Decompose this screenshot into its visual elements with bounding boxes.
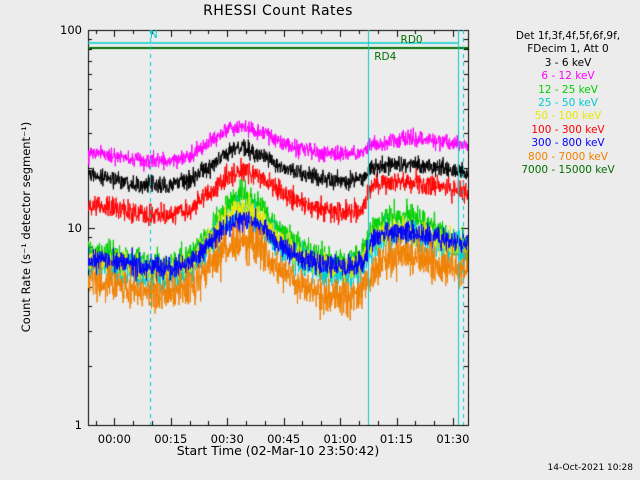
x-tick-label: 01:30 [436, 432, 470, 446]
legend-entry: 25 - 50 keV [538, 96, 598, 109]
x-tick-label: 00:15 [154, 432, 188, 446]
generation-timestamp: 14-Oct-2021 10:28 [547, 463, 633, 473]
flag-label-rd0: RD0 [400, 34, 423, 47]
legend-entry: 12 - 25 keV [538, 83, 598, 96]
flag-label-n: N [149, 28, 158, 41]
y-tick-label: 10 [67, 220, 82, 235]
legend-entry: 300 - 800 keV [531, 137, 605, 150]
flag-label-rd4: RD4 [374, 51, 397, 64]
x-tick-label: 01:00 [323, 432, 357, 446]
legend-header: Det 1f,3f,4f,5f,6f,9f, [515, 30, 621, 42]
y-tick-label: 100 [60, 23, 82, 37]
legend-entry: 7000 - 15000 keV [521, 163, 615, 176]
x-axis-label: Start Time (02-Mar-10 23:50:42) [176, 443, 380, 458]
y-axis-label: Count Rate (s⁻¹ detector segment⁻¹) [19, 121, 33, 333]
legend-entry: 3 - 6 keV [544, 56, 592, 69]
x-tick-label: 00:30 [210, 432, 244, 446]
x-tick-label: 00:00 [97, 432, 131, 446]
legend-entry: 6 - 12 keV [541, 70, 595, 83]
x-tick-label: 01:15 [379, 432, 414, 446]
legend-entry: 50 - 100 keV [534, 110, 602, 123]
x-tick-label: 00:45 [267, 432, 301, 446]
chart-title: RHESSI Count Rates [203, 3, 353, 19]
y-tick-label: 1 [74, 418, 82, 432]
legend-entry: 100 - 300 keV [531, 123, 605, 136]
legend-entry: 800 - 7000 keV [528, 150, 608, 163]
legend-header: FDecim 1, Att 0 [527, 43, 609, 56]
